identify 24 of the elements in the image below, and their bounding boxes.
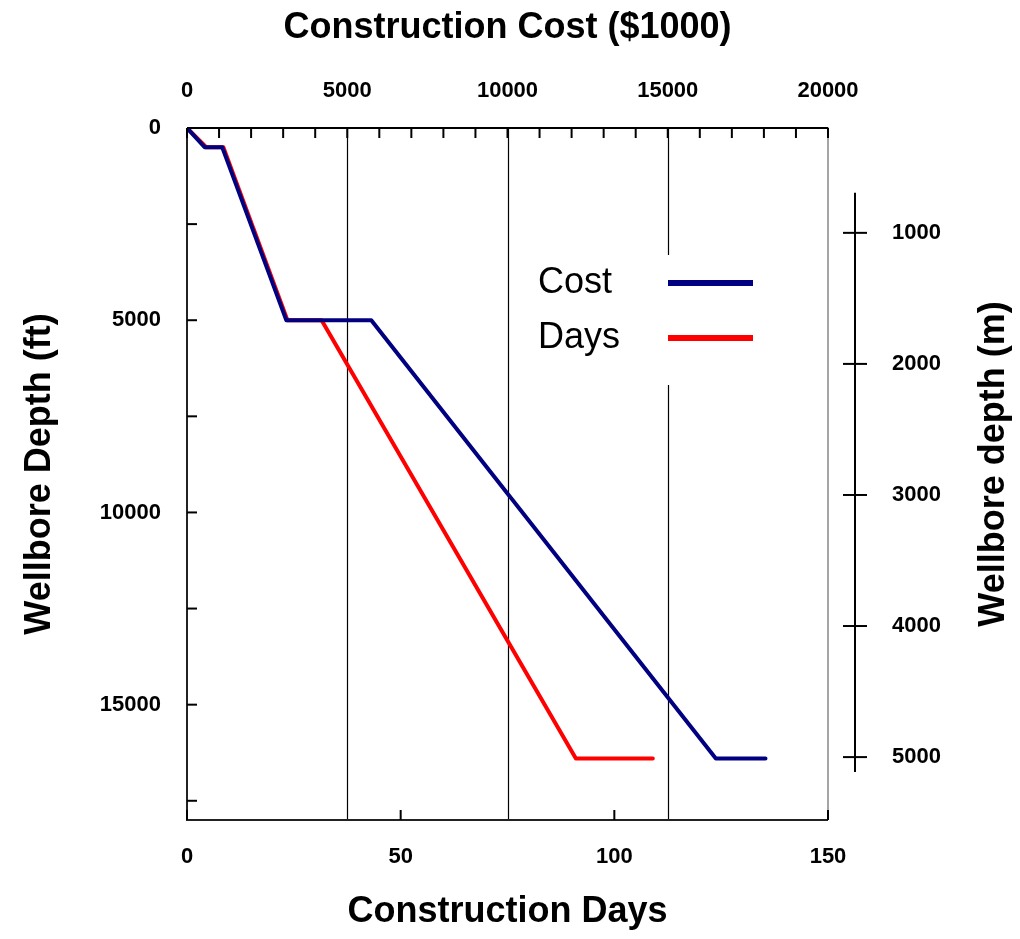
y-tick-label: 5000	[112, 306, 161, 332]
legend-label: Cost	[538, 259, 613, 301]
x-axis-title: Construction Days	[347, 888, 668, 930]
y-tick-label: 10000	[99, 498, 161, 524]
x2-tick-label: 5000	[322, 76, 372, 102]
y2-tick-label: 5000	[892, 743, 941, 769]
x2-tick-label: 10000	[476, 76, 539, 102]
x2-tick-label: 15000	[637, 76, 699, 102]
x-tick-label: 150	[809, 843, 847, 869]
x-tick-label: 0	[180, 843, 194, 869]
y-axis-title: Wellbore Depth (ft)	[16, 313, 58, 635]
x2-tick-label: 20000	[797, 76, 859, 102]
y2-tick-label: 4000	[892, 612, 941, 638]
y2-tick-label: 3000	[892, 481, 941, 507]
y-tick-label: 0	[148, 114, 161, 140]
y2-axis-title: Wellbore depth (m)	[970, 301, 1012, 627]
x2-axis-title: Construction Cost ($1000)	[283, 4, 732, 46]
legend-label: Days	[538, 314, 621, 356]
x-tick-label: 100	[595, 843, 633, 869]
y2-tick-label: 2000	[892, 349, 941, 375]
x-tick-label: 50	[388, 843, 413, 869]
x2-tick-label: 0	[180, 76, 194, 102]
y-tick-label: 15000	[99, 690, 161, 716]
y2-tick-label: 1000	[892, 218, 941, 244]
